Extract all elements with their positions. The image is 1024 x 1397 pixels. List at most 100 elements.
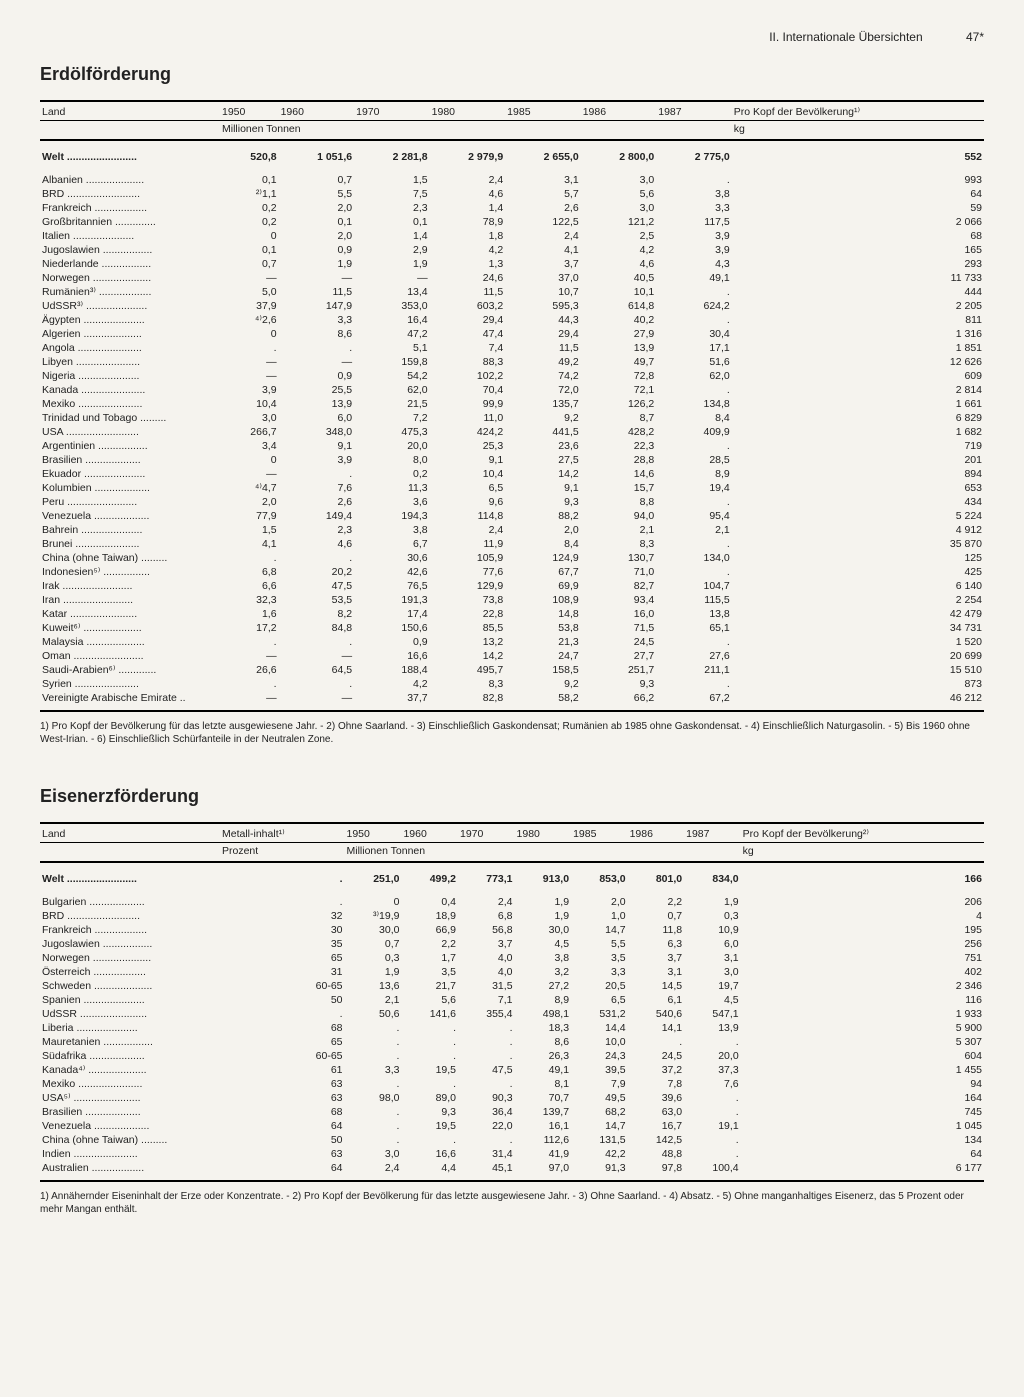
value-cell: . [345,1021,402,1035]
value-cell: 2,3 [354,201,430,215]
value-cell: 293 [732,257,984,271]
value-cell: 1 682 [732,425,984,439]
table-row: Oman ........................——16,614,22… [40,649,984,663]
country-cell: Niederlande ................. [40,257,220,271]
value-cell: 72,1 [581,383,657,397]
world-cell: 520,8 [220,140,279,173]
value-cell: 53,5 [279,593,355,607]
world-cell: 913,0 [515,862,572,895]
value-cell: 3,3 [279,313,355,327]
value-cell: 11 733 [732,271,984,285]
value-cell: 8,7 [581,411,657,425]
country-cell: China (ohne Taiwan) ......... [40,1133,220,1147]
value-cell: 40,2 [581,313,657,327]
country-cell: Australien .................. [40,1161,220,1181]
value-cell: 27,2 [515,979,572,993]
value-cell: 5,6 [581,187,657,201]
value-cell: 58,2 [505,691,581,711]
value-cell: 24,6 [430,271,506,285]
value-cell: 165 [732,243,984,257]
value-cell: 5,5 [279,187,355,201]
table-row: Australien ..................642,44,445,… [40,1161,984,1181]
value-cell: 251,7 [581,663,657,677]
value-cell: 49,1 [515,1063,572,1077]
value-cell: 13,4 [354,285,430,299]
value-cell: 14,1 [628,1021,685,1035]
value-cell: . [220,341,279,355]
value-cell: 7,4 [430,341,506,355]
country-cell: Bahrein ..................... [40,523,220,537]
value-cell: 3,8 [656,187,732,201]
value-cell: . [656,677,732,691]
value-cell: 745 [741,1105,984,1119]
value-cell: 2,0 [279,201,355,215]
value-cell: 4,5 [684,993,741,1007]
value-cell: 99,9 [430,397,506,411]
value-cell: 14,5 [628,979,685,993]
value-cell: 32,3 [220,593,279,607]
value-cell: 3,7 [505,257,581,271]
value-cell: 609 [732,369,984,383]
value-cell: 37,3 [684,1063,741,1077]
value-cell: 3,0 [581,201,657,215]
t1-col-land: Land [40,101,220,121]
table-row: BRD .........................32³⁾19,918,… [40,909,984,923]
value-cell: 4,1 [220,537,279,551]
value-cell: 0,1 [220,173,279,187]
value-cell: 8,3 [581,537,657,551]
value-cell: 142,5 [628,1133,685,1147]
value-cell: 11,5 [279,285,355,299]
value-cell: 27,6 [656,649,732,663]
value-cell: 9,1 [505,481,581,495]
value-cell: 134,8 [656,397,732,411]
value-cell: 0,2 [354,467,430,481]
value-cell: 0,7 [220,257,279,271]
value-cell: 94 [741,1077,984,1091]
world-cell: 499,2 [401,862,458,895]
value-cell: 16,4 [354,313,430,327]
value-cell: 5,1 [354,341,430,355]
value-cell: 8,8 [581,495,657,509]
value-cell: 1 851 [732,341,984,355]
value-cell: 114,8 [430,509,506,523]
value-cell: 20,2 [279,565,355,579]
value-cell: 9,3 [401,1105,458,1119]
value-cell: 8,4 [656,411,732,425]
t1-col-1986: 1986 [581,101,657,121]
value-cell: 84,8 [279,621,355,635]
table-row: Schweden ....................60-6513,621… [40,979,984,993]
value-cell: 50 [220,993,345,1007]
country-cell: Venezuela ................... [40,1119,220,1133]
value-cell: . [458,1133,515,1147]
value-cell: 126,2 [581,397,657,411]
t1-col-1980: 1980 [430,101,506,121]
value-cell: 11,8 [628,923,685,937]
table-row: Mexiko ......................63...8,17,9… [40,1077,984,1091]
value-cell: 5,5 [571,937,628,951]
country-cell: Libyen ...................... [40,355,220,369]
value-cell: 2,4 [505,229,581,243]
value-cell: 27,9 [581,327,657,341]
value-cell: 2,1 [345,993,402,1007]
value-cell: 41,9 [515,1147,572,1161]
country-cell: Italien ..................... [40,229,220,243]
value-cell: 27,7 [581,649,657,663]
value-cell: 70,7 [515,1091,572,1105]
table-row: China (ohne Taiwan) .........50...112,61… [40,1133,984,1147]
value-cell: . [220,551,279,565]
world-cell: . [220,862,345,895]
value-cell: 149,4 [279,509,355,523]
value-cell: 94,0 [581,509,657,523]
value-cell: 1,4 [354,229,430,243]
value-cell: 8,6 [515,1035,572,1049]
value-cell: 6,7 [354,537,430,551]
value-cell: 4,0 [458,965,515,979]
value-cell: 48,8 [628,1147,685,1161]
value-cell: 14,7 [571,1119,628,1133]
value-cell: 0,7 [345,937,402,951]
value-cell: 7,9 [571,1077,628,1091]
value-cell: 134 [741,1133,984,1147]
value-cell: . [345,1133,402,1147]
table-row: Vereinigte Arabische Emirate ..——37,782,… [40,691,984,711]
value-cell: 653 [732,481,984,495]
